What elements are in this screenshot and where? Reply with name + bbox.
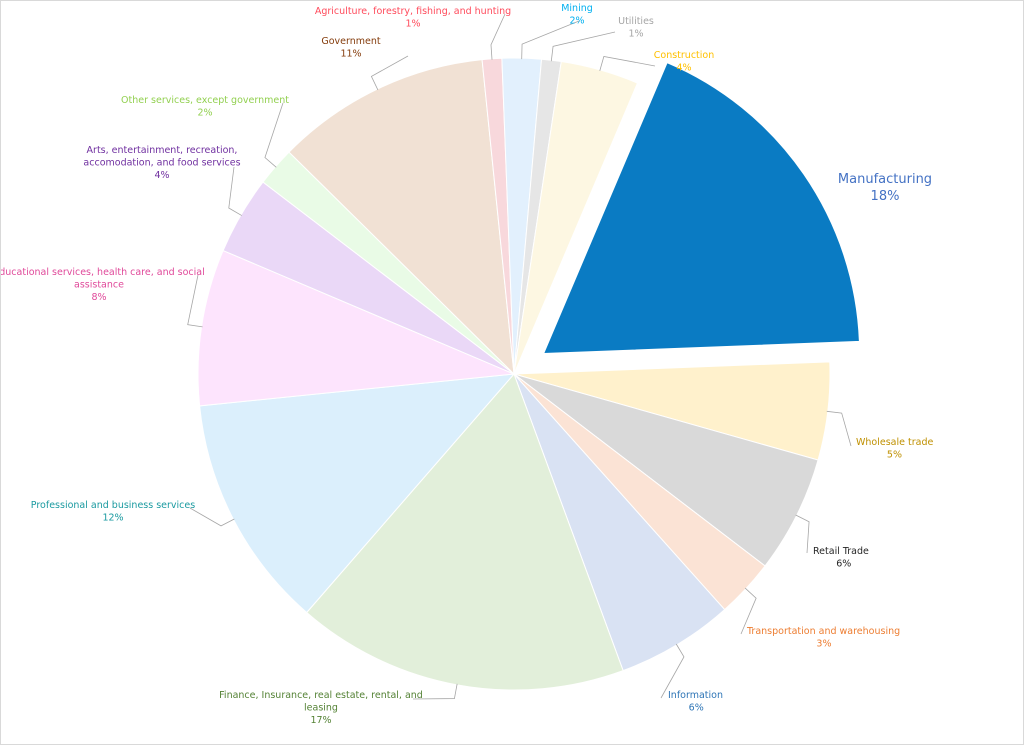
leader-line [187, 274, 203, 328]
leader-line [795, 514, 810, 554]
data-label: Finance, Insurance, real estate, rental,… [219, 690, 423, 726]
leader-line [264, 102, 284, 168]
data-label: Construction 4% [654, 50, 715, 74]
data-label-category: Government [321, 36, 381, 47]
leader-line [660, 643, 685, 699]
leader-line [826, 410, 852, 447]
data-label-category: Construction [654, 50, 715, 61]
data-label-category: Utilities [618, 16, 654, 27]
data-label-category: Manufacturing [838, 172, 932, 187]
data-label-percent: 5% [887, 450, 902, 461]
leader-line [412, 683, 458, 700]
data-label-percent: 2% [569, 16, 584, 27]
data-label-category: Other services, except government [121, 95, 289, 106]
leader-line [599, 56, 656, 72]
data-label: Government 11% [321, 36, 381, 60]
leader-line [521, 20, 580, 60]
data-label-percent: 8% [91, 292, 106, 303]
data-label-category: assistance [74, 280, 124, 291]
data-label: Wholesale trade 5% [856, 437, 933, 461]
data-label: Educational services, health care, and s… [1, 267, 205, 303]
data-label-percent: 1% [405, 19, 420, 30]
data-label-percent: 17% [310, 715, 331, 726]
data-label-category: Retail Trade [813, 546, 869, 557]
data-label: Utilities 1% [618, 16, 654, 40]
data-label-category: accomodation, and food services [83, 158, 240, 169]
data-label-category: Mining [561, 3, 593, 14]
data-label-percent: 11% [340, 49, 361, 60]
data-label-category: leasing [304, 703, 338, 714]
data-label: Transportation and warehousing 3% [746, 626, 900, 650]
data-label-category: Wholesale trade [856, 437, 933, 448]
data-label-percent: 2% [197, 108, 212, 119]
data-label-percent: 6% [689, 703, 704, 714]
data-label: Other services, except government 2% [121, 95, 289, 119]
data-label-category: Finance, Insurance, real estate, rental,… [219, 690, 423, 701]
data-label-category: Information [668, 690, 723, 701]
data-label: Retail Trade 6% [813, 546, 869, 570]
data-label: Professional and business services 12% [31, 500, 195, 524]
data-label: Arts, entertainment, recreation, accomoda… [83, 145, 240, 181]
data-label: Information 6% [668, 690, 723, 714]
leader-line [740, 587, 757, 635]
data-label: Mining 2% [561, 3, 593, 27]
data-label-percent: 12% [102, 513, 123, 524]
data-label-percent: 4% [154, 170, 169, 181]
leader-line [490, 13, 506, 60]
data-label-percent: 4% [676, 63, 691, 74]
data-label-category: Transportation and warehousing [746, 626, 900, 637]
data-label-percent: 6% [836, 559, 851, 570]
data-label-category: Educational services, health care, and s… [1, 267, 205, 278]
leader-line [228, 166, 242, 216]
data-label-category: Agriculture, forestry, fishing, and hunt… [315, 6, 511, 17]
leader-line [370, 55, 409, 91]
data-label: Agriculture, forestry, fishing, and hunt… [315, 6, 511, 30]
pie-slice-manufacturing [542, 62, 860, 355]
data-label: Manufacturing 18% [838, 172, 932, 204]
leader-line [550, 31, 616, 62]
data-label-category: Professional and business services [31, 500, 195, 511]
data-label-percent: 18% [871, 189, 900, 204]
data-label-percent: 3% [816, 639, 831, 650]
leader-line [189, 507, 235, 527]
data-label-percent: 1% [628, 29, 643, 40]
data-label-category: Arts, entertainment, recreation, [87, 145, 238, 156]
